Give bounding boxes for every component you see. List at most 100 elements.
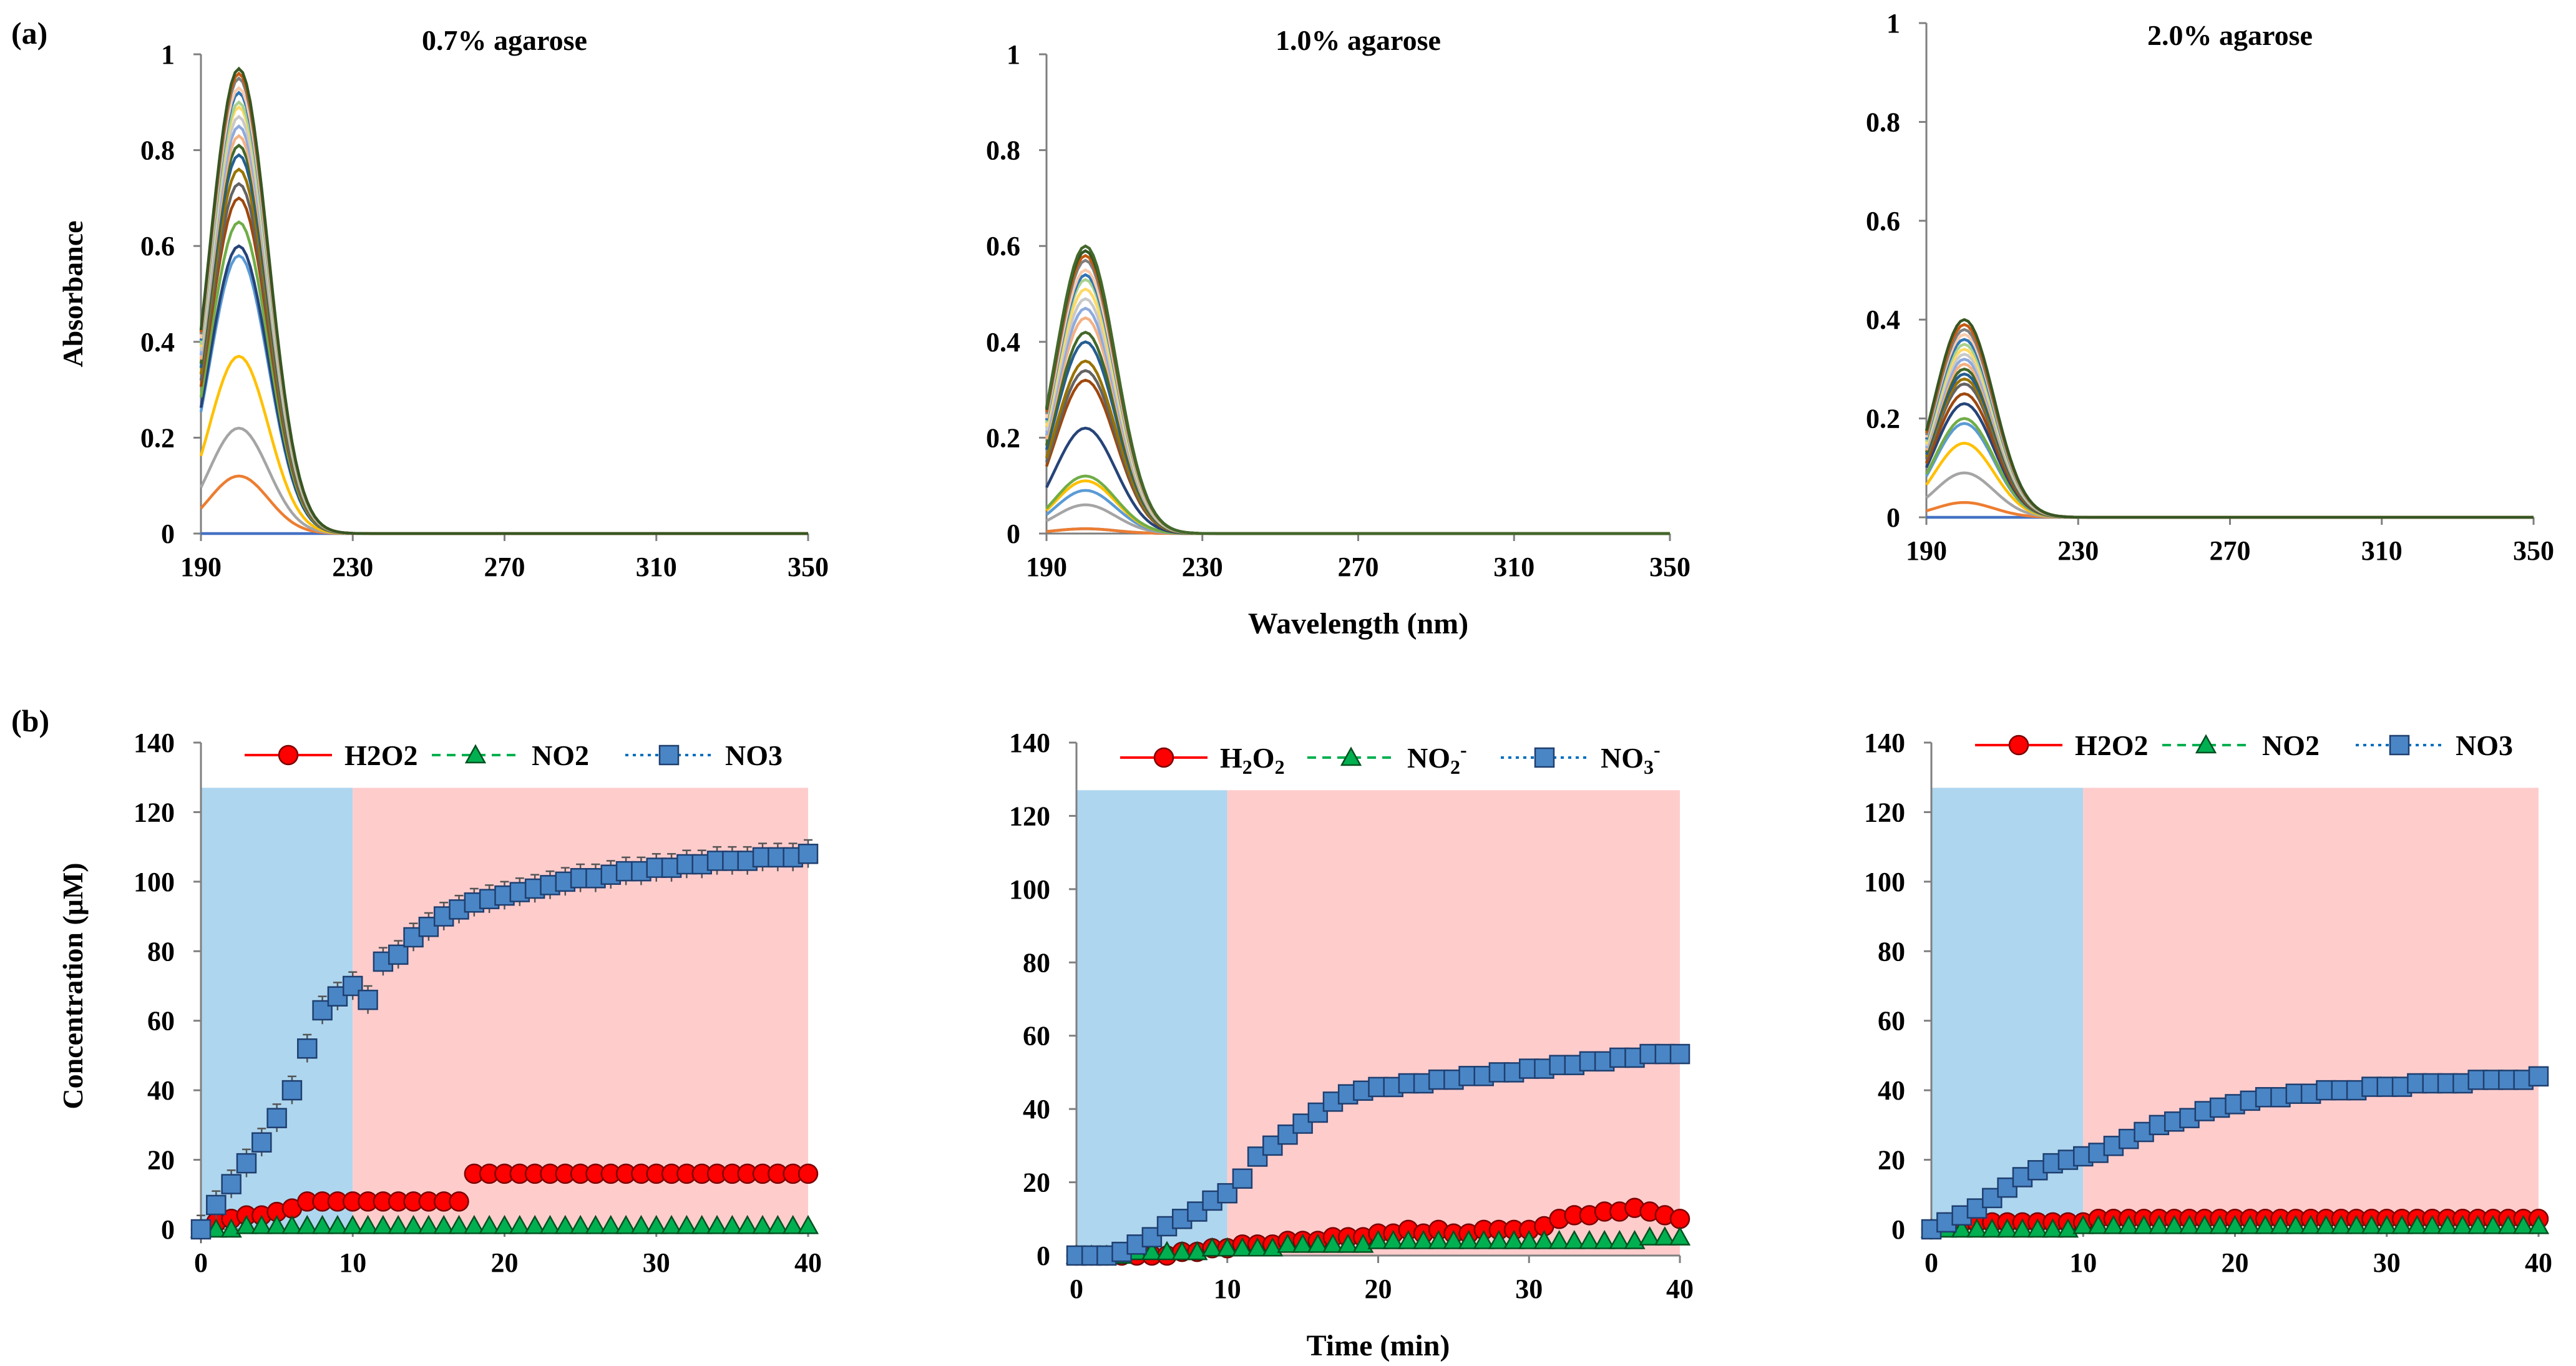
x-tick-label: 310 [636,552,677,582]
data-point-NO2-40 [2527,1214,2550,1234]
data-point-NO2-10 [1216,1237,1238,1257]
legend-text-part: NO2 [2262,729,2320,761]
spectrum-line-4 [199,253,808,535]
spectrum-line-6 [199,220,808,535]
data-point-NO3-12 [1247,1146,1268,1167]
x-tick-label: 10 [339,1247,366,1278]
y-tick-label: 0.6 [986,231,1020,261]
x-tick-label: 20 [2222,1247,2249,1278]
x-tick-label: 350 [1649,552,1690,582]
data-point-NO2-17 [2178,1214,2200,1234]
y-tick-label: 20 [1023,1168,1050,1198]
spectrum-line-22 [1045,244,1670,535]
x-tick-label: 0 [194,1247,208,1278]
y-tick-label: 0.2 [986,422,1020,453]
chart-b1: 0 10 20 30 40 0 20 40 60 80 100 120 140 Concentration… [57,728,822,1278]
data-point-NO2-12 [1246,1237,1269,1257]
chart-a1: 190 230 270 310 350 0 0.2 0.4 0.6 0.8 1 Absorbance 0… [57,24,829,582]
legend-text-part: O [1252,742,1275,774]
y-tick-label: 60 [147,1006,175,1037]
spectrum-line-5 [199,244,808,535]
data-point-NO2-40 [1669,1226,1691,1246]
y-tick-label: 0 [1891,1214,1905,1245]
data-point-NO3-4 [251,1132,272,1153]
x-axis-label: Time (min) [1307,1329,1450,1362]
y-tick-label: 100 [1009,874,1050,905]
y-axis-label: Concentration (μM) [57,862,89,1109]
data-point-NO2-2 [220,1218,242,1238]
data-point-NO2-23 [539,1214,561,1234]
data-point-NO2-13 [1262,1237,1284,1257]
y-tick-label: 1 [1886,8,1900,39]
data-point-NO2-28 [615,1214,637,1234]
data-point-NO3-9 [327,986,348,1007]
panel-b-label: (b) [11,703,49,738]
data-point-NO2-21 [1382,1229,1404,1249]
legend-text-part: 2 [1450,756,1460,778]
data-point-NO2-2 [1951,1218,1973,1238]
x-tick-label: 30 [2373,1247,2401,1278]
legend-marker-2 [1534,747,1555,768]
legend-marker-0 [1153,747,1174,768]
legend-text-part: 3 [1644,756,1654,778]
data-point-NO3-1 [206,1194,227,1216]
panel-a-label: (a) [11,16,47,51]
phase2-region [2083,788,2539,1229]
data-point-NO2-33 [691,1214,713,1234]
legend-label-2: NO3 [725,739,783,771]
data-point-NO2-36 [736,1214,758,1234]
data-point-NO2-11 [2087,1214,2109,1234]
legend-marker-1 [464,744,487,764]
data-point-NO2-17 [448,1214,470,1234]
chart-title: 1.0% agarose [1276,24,1441,56]
y-tick-label: 1 [161,39,175,70]
legend-label-1: NO2 [532,739,589,771]
y-tick-label: 0.8 [140,135,175,166]
data-point-NO2-35 [1594,1229,1616,1249]
y-tick-label: 0.6 [140,231,175,261]
data-point-NO2-14 [402,1214,424,1234]
x-tick-label: 310 [2361,535,2403,566]
data-point-NO2-34 [2436,1214,2459,1234]
data-point-NO2-34 [1578,1229,1601,1249]
data-point-NO2-37 [2482,1214,2504,1234]
data-point-NO2-24 [554,1214,576,1234]
data-point-NO2-11 [1231,1237,1254,1257]
data-point-NO2-6 [2011,1218,2034,1238]
data-point-NO2-4 [1981,1218,2003,1238]
y-tick-label: 20 [1878,1145,1905,1176]
data-point-NO2-38 [1639,1226,1661,1246]
x-tick-label: 10 [1214,1274,1241,1304]
data-point-NO2-5 [266,1214,288,1234]
chart-title: 2.0% agarose [2147,19,2313,51]
y-tick-label: 140 [134,728,175,758]
y-tick-label: 80 [147,936,175,967]
x-tick-label: 40 [794,1247,822,1278]
data-point-NO2-26 [2315,1214,2337,1234]
legend-text-part: - [1654,738,1661,761]
data-point-NO2-28 [1488,1229,1510,1249]
y-tick-label: 80 [1023,947,1050,978]
x-tick-label: 40 [2525,1247,2552,1278]
data-point-NO3-11 [1232,1168,1253,1189]
x-tick-label: 0 [1925,1247,1938,1278]
data-point-NO2-5 [1996,1218,2018,1238]
data-point-NO2-7 [296,1214,318,1234]
data-point-NO2-14 [1277,1233,1299,1253]
y-tick-label: 0 [1007,519,1020,549]
x-tick-label: 0 [1070,1274,1083,1304]
data-point-NO3-3 [236,1153,257,1174]
data-point-NO2-31 [2391,1214,2413,1234]
data-point-NO2-3 [235,1214,258,1234]
data-point-H2O2-40 [1669,1209,1690,1229]
x-tick-label: 230 [1182,552,1223,582]
data-point-NO2-39 [1654,1226,1676,1246]
y-tick-label: 0 [161,519,175,549]
data-point-NO3-11 [358,990,378,1010]
data-point-NO2-7 [1171,1241,1193,1261]
legend-marker-2 [2389,734,2410,756]
data-point-NO2-20 [1367,1229,1389,1249]
data-point-NO2-6 [281,1214,303,1234]
x-tick-label: 40 [1666,1274,1694,1304]
data-point-NO2-22 [2255,1214,2276,1234]
